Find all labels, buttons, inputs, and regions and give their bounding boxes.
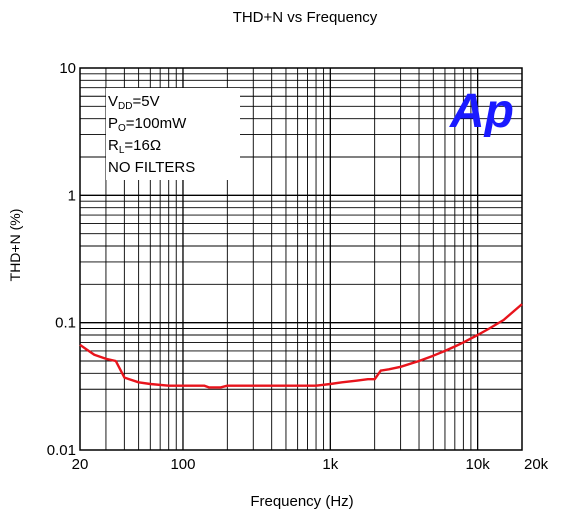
ap-logo: Ap [449,85,514,138]
y-tick-label: 0.1 [55,315,76,332]
condition-line: VDD=5V [108,93,160,112]
condition-line: PO=100mW [108,115,187,134]
condition-line: NO FILTERS [108,159,195,176]
y-tick-label: 1 [68,187,76,204]
y-axis-label: THD+N (%) [7,209,23,282]
chart-title: THD+N vs Frequency [233,9,378,26]
tick-labels: 20 100 1k 10k 20k 10 1 0.1 0.01 [47,60,549,473]
x-tick-label: 10k [466,456,491,473]
x-tick-label: 20 [72,456,89,473]
conditions-background [106,88,240,180]
y-tick-label: 0.01 [47,442,76,459]
x-axis-label: Frequency (Hz) [250,493,353,510]
ap-logo-mark: Ap [449,85,514,138]
condition-line: RL=16Ω [108,137,161,156]
x-tick-label: 20k [524,456,549,473]
conditions-box: VDD=5V PO=100mW RL=16Ω NO FILTERS [106,88,240,180]
x-tick-label: 1k [322,456,338,473]
series-line [79,303,523,389]
data-series [79,303,523,389]
y-tick-label: 10 [59,60,76,77]
x-tick-label: 100 [170,456,195,473]
